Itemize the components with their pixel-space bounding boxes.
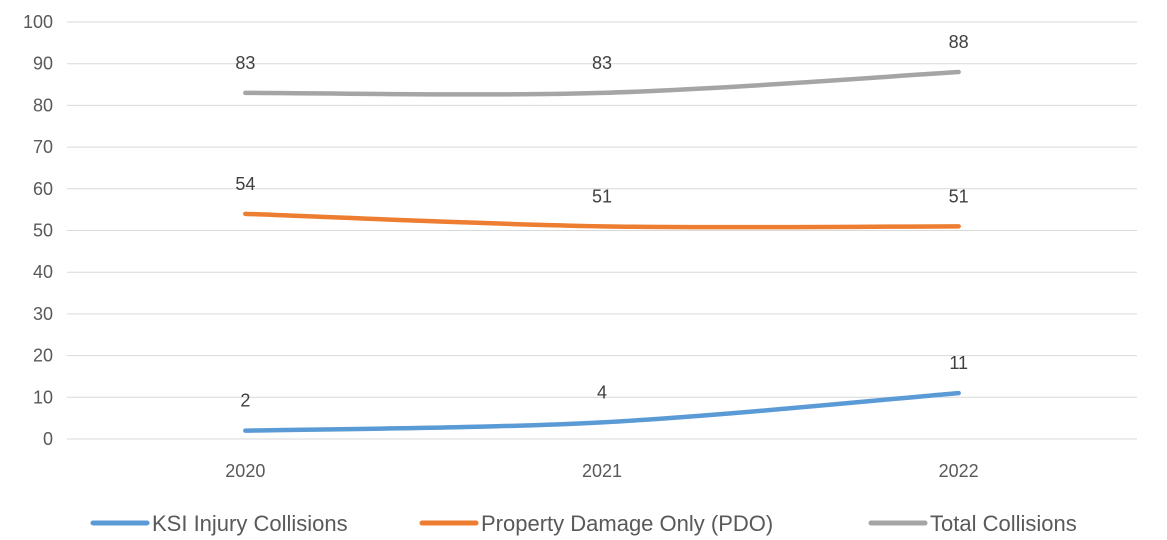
series-line-total-collisions bbox=[243, 69, 961, 97]
legend-label: Total Collisions bbox=[930, 511, 1077, 536]
series-line-property-damage-only-pdo bbox=[243, 211, 961, 230]
legend-label: KSI Injury Collisions bbox=[152, 511, 348, 536]
series-line-ksi-injury-collisions bbox=[243, 390, 961, 433]
y-tick-label: 0 bbox=[43, 429, 53, 449]
x-tick-label: 2021 bbox=[582, 461, 622, 481]
legend-label: Property Damage Only (PDO) bbox=[481, 511, 773, 536]
y-tick-label: 50 bbox=[33, 221, 53, 241]
y-tick-label: 80 bbox=[33, 95, 53, 115]
y-tick-label: 30 bbox=[33, 304, 53, 324]
data-label: 83 bbox=[235, 53, 255, 73]
legend: KSI Injury Collisions Property Damage Onl… bbox=[90, 511, 1077, 536]
data-label: 51 bbox=[592, 186, 612, 206]
y-tick-label: 90 bbox=[33, 54, 53, 74]
y-tick-label: 20 bbox=[33, 346, 53, 366]
data-label: 11 bbox=[949, 353, 968, 373]
gridlines bbox=[67, 21, 1137, 440]
data-label: 2 bbox=[240, 391, 250, 411]
data-label: 4 bbox=[597, 382, 607, 402]
x-tick-label: 2020 bbox=[225, 461, 265, 481]
x-tick-label: 2022 bbox=[939, 461, 979, 481]
y-axis: 0 10 20 30 40 50 60 70 80 90 100 bbox=[23, 12, 53, 449]
data-label: 54 bbox=[235, 174, 255, 194]
series-lines bbox=[243, 69, 961, 433]
data-label: 51 bbox=[949, 186, 969, 206]
x-axis: 2020 2021 2022 bbox=[225, 461, 978, 481]
y-tick-label: 100 bbox=[23, 12, 53, 32]
y-tick-label: 70 bbox=[33, 137, 53, 157]
y-tick-label: 10 bbox=[33, 387, 53, 407]
data-label: 88 bbox=[949, 32, 969, 52]
y-tick-label: 60 bbox=[33, 179, 53, 199]
y-tick-label: 40 bbox=[33, 262, 53, 282]
data-label: 83 bbox=[592, 53, 612, 73]
data-labels: 2 4 11 54 51 51 83 83 88 bbox=[235, 32, 968, 411]
